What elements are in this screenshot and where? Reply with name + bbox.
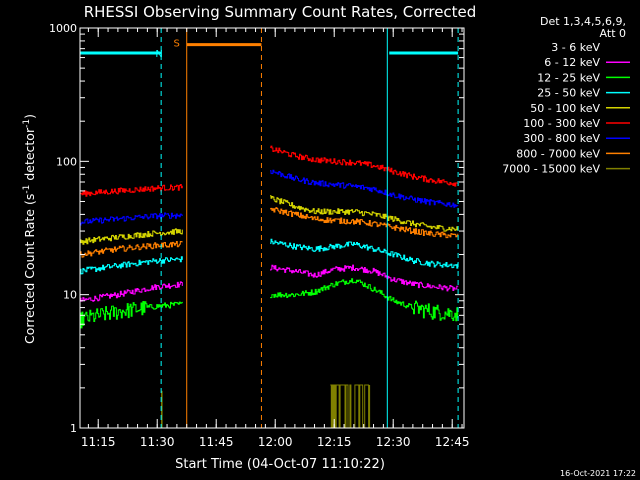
series-line-12-25-kev-segment-1 — [270, 278, 459, 322]
saa-flag-label: S — [174, 39, 180, 50]
series-line-12-25-kev-segment-0 — [80, 301, 183, 329]
series-100-300-kev — [80, 145, 459, 197]
x-tick-label-1245: 12:45 — [435, 435, 470, 449]
series-line-100-300-kev-segment-0 — [80, 184, 183, 197]
series-line-3-6-kev-segment-0 — [80, 321, 183, 353]
series-line-6-12-kev-segment-0 — [80, 281, 183, 302]
x-tick-label-1230: 12:30 — [376, 435, 411, 449]
legend: Det 1,3,4,5,6,9,Att 03 - 6 keV 6 - 12 keV… — [502, 15, 630, 176]
series-12-25-kev — [80, 278, 459, 329]
series-line-7000-15000-kev-segment-0 — [330, 384, 371, 429]
series-300-800-kev — [80, 169, 459, 226]
chart-title: RHESSI Observing Summary Count Rates, Co… — [84, 3, 477, 21]
legend-label-7: 800 - 7000 keV — [516, 147, 600, 160]
legend-label-5: 100 - 300 keV — [523, 117, 600, 130]
legend-label-6: 300 - 800 keV — [523, 132, 600, 145]
plot-frame — [79, 27, 465, 429]
y-tick-label-10: 10 — [63, 289, 77, 302]
y-tick-label-100: 100 — [56, 155, 77, 168]
x-tick-label-1215: 12:15 — [317, 435, 352, 449]
legend-header-line-0: Det 1,3,4,5,6,9, — [540, 15, 626, 28]
legend-label-8: 7000 - 15000 keV — [502, 163, 600, 176]
legend-label-2: 12 - 25 keV — [537, 71, 600, 84]
x-tick-label-1115: 11:15 — [81, 435, 116, 449]
series-800-7000-kev — [80, 207, 459, 258]
series-line-300-800-kev-segment-0 — [80, 212, 183, 226]
series-6-12-kev — [80, 264, 459, 302]
x-tick-label-1130: 11:30 — [140, 435, 175, 449]
x-axis-label: Start Time (04-Oct-07 11:10:22) — [175, 457, 385, 472]
series-line-3-6-kev-segment-1 — [270, 269, 459, 358]
footer-timestamp: 16-Oct-2021 17:22 — [560, 469, 636, 478]
series-line-800-7000-kev-segment-0 — [80, 241, 183, 258]
series-line-50-100-kev-segment-0 — [80, 228, 183, 245]
series-line-6-12-kev-segment-1 — [270, 264, 459, 292]
series-7000-15000-kev — [330, 384, 371, 429]
y-tick-label-1: 1 — [70, 422, 77, 435]
legend-label-1: 6 - 12 keV — [544, 56, 600, 69]
series-line-800-7000-kev-segment-1 — [270, 207, 459, 239]
x-tick-label-1145: 11:45 — [199, 435, 234, 449]
series-line-300-800-kev-segment-1 — [270, 169, 459, 208]
series-line-100-300-kev-segment-1 — [270, 145, 459, 187]
y-tick-label-1000: 1000 — [49, 22, 77, 35]
series-line-25-50-kev-segment-0 — [80, 256, 183, 275]
y-axis-label: Corrected Count Rate (s-1 detector-1) — [22, 114, 37, 344]
night-flag-label: N — [155, 49, 162, 60]
series-25-50-kev — [80, 238, 459, 275]
legend-label-0: 3 - 6 keV — [551, 41, 600, 54]
series-3-6-kev — [80, 269, 459, 358]
legend-label-4: 50 - 100 keV — [530, 102, 600, 115]
series-50-100-kev — [80, 195, 459, 245]
legend-header-line-1: Att 0 — [600, 27, 626, 40]
series-line-50-100-kev-segment-1 — [270, 195, 459, 232]
plot-area: N S 1 10 100 1000 11:15 11:30 11:45 12:00 12:15 12:… — [49, 22, 469, 449]
legend-label-3: 25 - 50 keV — [537, 87, 600, 100]
x-tick-label-1200: 12:00 — [258, 435, 293, 449]
series-line-25-50-kev-segment-1 — [270, 238, 459, 269]
